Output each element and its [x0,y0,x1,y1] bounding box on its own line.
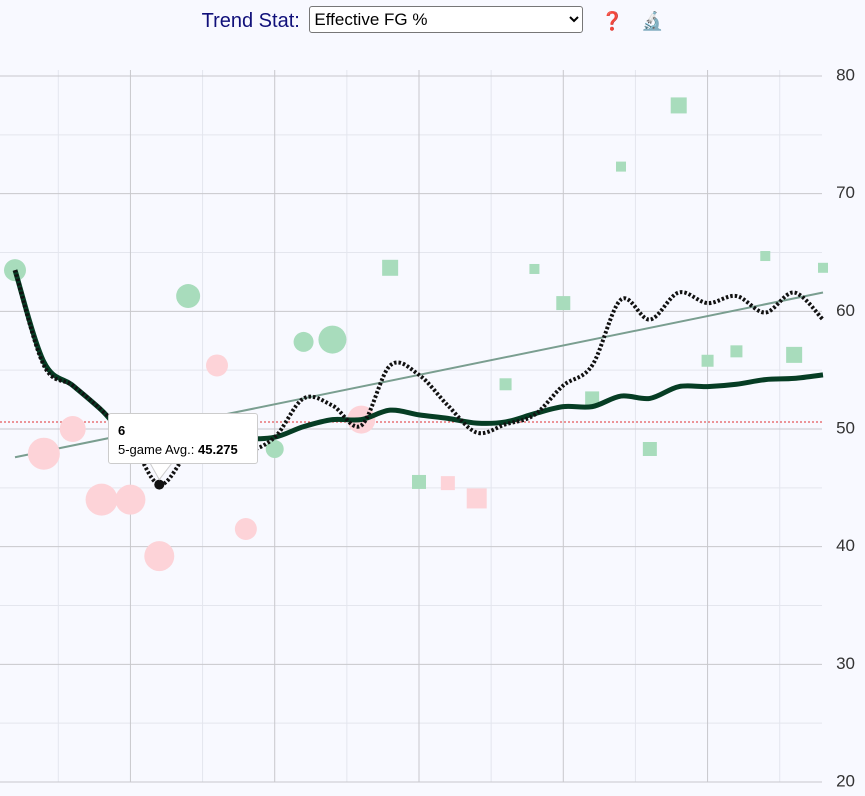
stat-select[interactable]: Effective FG % [309,6,584,33]
point [440,476,455,491]
point [85,483,118,516]
tooltip-label: 5-game Avg.: [118,442,195,457]
rolling-avg-line [13,269,825,487]
hover-point [154,479,165,490]
point [616,161,626,172]
point [670,97,687,114]
point [818,262,828,273]
analyze-icon[interactable]: 🔬 [640,11,664,31]
point [234,518,257,541]
point [318,325,347,354]
point [701,354,714,367]
point [642,442,657,457]
point [585,391,600,406]
point [115,484,146,515]
point [59,416,86,442]
point [27,437,60,470]
y-tick-label: 30 [836,654,855,673]
y-tick-label: 70 [836,183,855,202]
point [556,296,571,311]
point [466,488,487,509]
tooltip-pointer [149,462,174,481]
point [293,331,314,352]
point [499,378,512,391]
point [760,251,771,262]
point [412,474,426,489]
y-tick-label: 60 [836,301,855,320]
tooltip: 6 5-game Avg.: 45.275 [108,413,258,464]
point [730,345,743,358]
point [529,263,540,274]
y-tick-label: 20 [836,771,855,790]
point [176,284,201,309]
point [265,440,284,459]
tooltip-title: 6 [118,423,126,438]
y-tick-label: 40 [836,536,855,555]
tooltip-value: 45.275 [198,442,238,457]
stat-selector-bar: Trend Stat: Effective FG % ❓ 🔬 [0,6,865,33]
tooltip-row: 5-game Avg.: 45.275 [118,440,248,459]
selector-label: Trend Stat: [201,10,300,32]
y-tick-label: 50 [836,418,855,437]
point [382,259,399,276]
point [206,354,228,377]
help-icon[interactable]: ❓ [600,11,624,31]
y-tick-label: 80 [836,65,855,84]
point [144,541,175,572]
point [786,346,803,363]
